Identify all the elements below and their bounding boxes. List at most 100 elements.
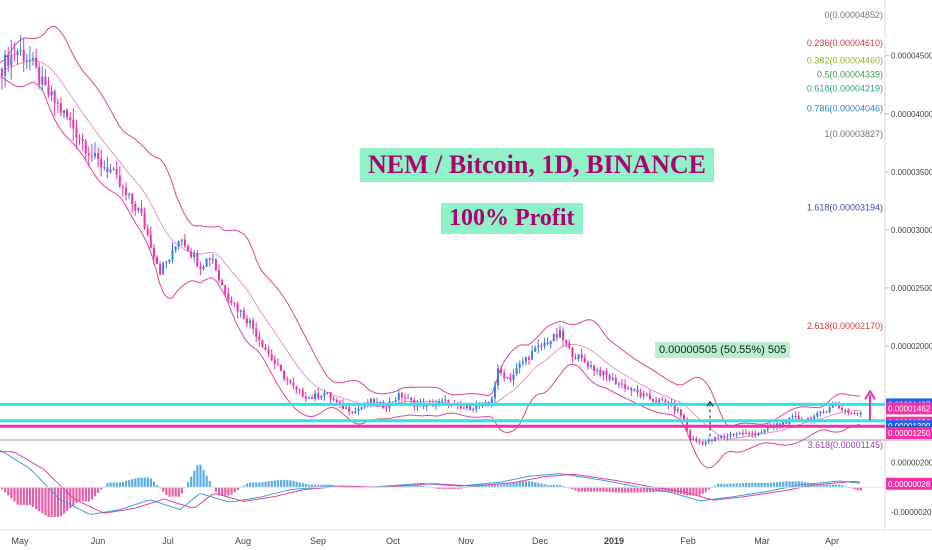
histogram-bar — [78, 487, 81, 502]
histogram-bar — [286, 480, 289, 488]
candle-body — [252, 320, 255, 329]
histogram-bar — [751, 482, 754, 488]
histogram-bar — [853, 487, 856, 490]
candle-body — [475, 404, 478, 410]
histogram-bar — [118, 482, 121, 488]
histogram-bar — [276, 480, 280, 488]
candle-body — [410, 397, 413, 400]
histogram-bar — [658, 487, 661, 492]
candle-body — [760, 432, 763, 434]
measure-label: 0.00000505 (50.55%) 505 — [655, 342, 791, 358]
histogram-bar — [797, 481, 800, 488]
histogram-bar — [630, 487, 633, 493]
histogram-bar — [280, 480, 283, 488]
candle-body — [106, 167, 109, 173]
candle-body — [239, 310, 242, 312]
candle-body — [276, 363, 279, 366]
candle-body — [828, 407, 831, 412]
candle-body — [816, 412, 819, 417]
histogram-bar — [785, 481, 788, 488]
candle-body — [540, 345, 543, 347]
candle-body — [844, 409, 847, 411]
candle-body — [847, 409, 850, 413]
histogram-bar — [583, 487, 586, 492]
candle-body — [707, 439, 710, 442]
candle-body — [543, 342, 546, 346]
candle-body — [559, 330, 561, 338]
histogram-bar — [307, 484, 311, 488]
candle-body — [230, 299, 233, 303]
histogram-bar — [794, 481, 797, 488]
candle-body — [726, 436, 729, 438]
candle-body — [311, 397, 313, 399]
candle-body — [407, 397, 410, 399]
histogram-bar — [487, 484, 490, 488]
candle-body — [187, 246, 189, 252]
indicator-value-label: 0.00000028 — [888, 480, 931, 489]
histogram-bar — [205, 475, 208, 488]
histogram-bar — [723, 483, 726, 488]
histogram-bar — [779, 481, 782, 488]
fib-level-label: 0.5(0.00004339) — [817, 69, 883, 79]
candle-body — [779, 423, 782, 425]
histogram-bar — [249, 482, 252, 488]
candle-body — [493, 385, 496, 399]
histogram-bar — [323, 484, 326, 488]
candle-body — [447, 399, 450, 406]
histogram-bar — [28, 487, 32, 506]
candle-body — [162, 263, 165, 275]
candle-body — [159, 264, 162, 275]
histogram-bar — [717, 483, 720, 488]
histogram-bar — [1, 487, 4, 490]
candle-body — [196, 253, 199, 267]
measure-arrow-head — [706, 400, 714, 407]
candle-body — [438, 401, 441, 405]
candle-body — [218, 270, 220, 281]
candle-body — [304, 396, 307, 399]
candle-body — [639, 392, 642, 397]
histogram-bar — [571, 487, 574, 490]
candle-body — [785, 421, 788, 424]
histogram-bar — [7, 487, 10, 496]
histogram-bar — [174, 487, 177, 497]
candle-body — [813, 416, 816, 422]
candle-body — [636, 389, 639, 393]
histogram-bar — [168, 487, 171, 497]
histogram-bar — [422, 485, 425, 488]
histogram-bar — [543, 484, 546, 488]
histogram-bar — [47, 487, 50, 517]
histogram-bar — [788, 481, 791, 488]
candle-body — [853, 412, 856, 414]
histogram-bar — [828, 484, 831, 488]
candle-body — [214, 259, 217, 271]
candle-body — [729, 433, 732, 437]
histogram-bar — [444, 487, 447, 489]
histogram-bar — [435, 487, 438, 489]
histogram-bar — [255, 482, 258, 488]
candle-body — [642, 393, 645, 397]
histogram-bar — [741, 483, 745, 488]
histogram-bar — [35, 487, 38, 510]
indicator-tick-label: 0.00000200 — [891, 458, 932, 467]
histogram-bar — [546, 484, 549, 488]
histogram-bar — [562, 486, 565, 488]
histogram-bar — [53, 487, 56, 517]
histogram-bar — [112, 482, 115, 488]
candle-body — [338, 402, 341, 404]
candle-body — [7, 54, 10, 66]
histogram-bar — [4, 487, 7, 493]
histogram-bar — [497, 484, 500, 488]
candle-body — [190, 251, 193, 257]
histogram-bar — [187, 482, 190, 488]
candle-body — [602, 371, 605, 376]
histogram-bar — [16, 487, 19, 505]
histogram-bar — [704, 487, 707, 492]
candle-body — [69, 117, 72, 121]
candle-body — [59, 103, 62, 113]
histogram-bar — [642, 487, 645, 493]
candle-body — [379, 402, 382, 403]
candle-body — [28, 59, 31, 61]
candle-body — [202, 266, 205, 269]
candle-body — [211, 259, 214, 261]
candle-body — [599, 370, 602, 376]
